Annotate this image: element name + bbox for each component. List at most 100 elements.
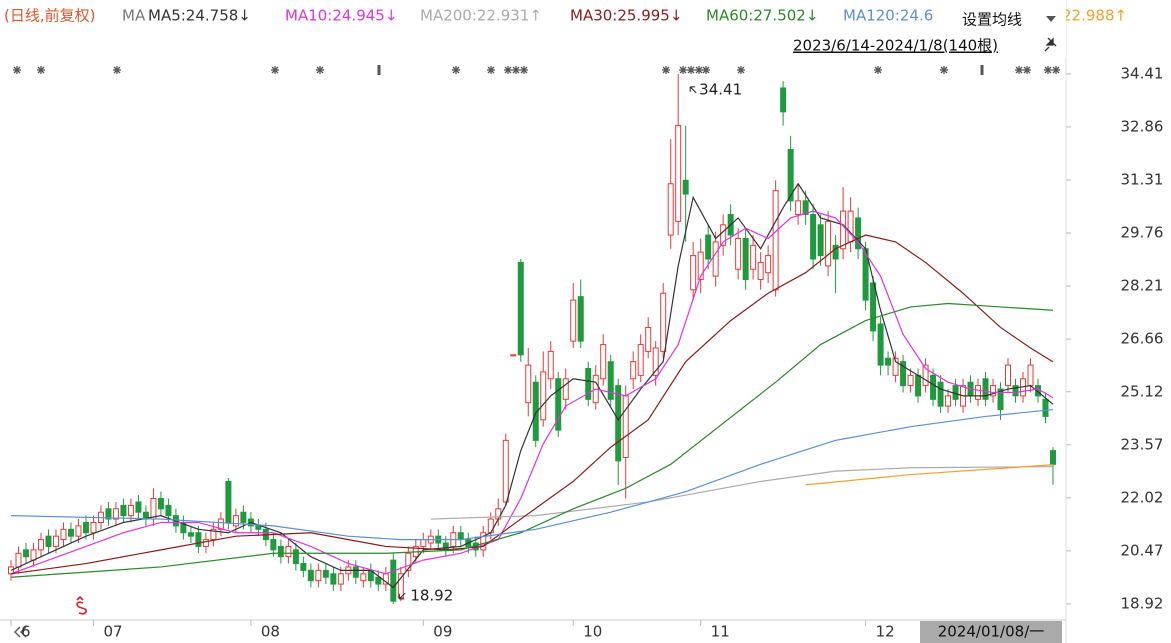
range-label[interactable]: 2023/6/14-2024/1/8(140根) [793, 37, 998, 55]
candle-body [570, 299, 577, 342]
legend-entry[interactable]: MA30:25.995↓ [570, 7, 682, 25]
settings-button[interactable]: 设置均线 [962, 11, 1022, 29]
event-marker[interactable] [1015, 66, 1023, 74]
candle-body [405, 552, 412, 571]
candle-body [795, 200, 802, 216]
event-marker[interactable] [113, 66, 121, 74]
marker-stroke [1052, 66, 1060, 74]
candle-body [187, 532, 194, 537]
x-tick-label: 6 [21, 623, 31, 641]
candle-body [697, 251, 704, 281]
event-marker[interactable] [504, 66, 512, 74]
x-tick-label: 11 [711, 623, 730, 641]
candle-body [75, 525, 82, 537]
candle-body [442, 542, 449, 551]
legend-entry[interactable]: MA60:27.502↓ [706, 7, 818, 25]
event-marker[interactable] [679, 66, 687, 74]
candle-body [210, 528, 217, 541]
event-marker[interactable] [940, 66, 948, 74]
candle-body [30, 549, 37, 561]
candle-body [60, 528, 67, 541]
candle-body [1027, 364, 1034, 387]
candle-body [877, 323, 884, 366]
legend-entry[interactable]: 22.988↑ [1062, 7, 1127, 25]
legend-entry[interactable]: MA120:24.6 [843, 7, 933, 25]
marker-stroke [13, 66, 21, 74]
event-marker[interactable] [702, 66, 710, 74]
y-tick-label: 31.31 [1121, 170, 1164, 188]
candle-body [615, 385, 622, 462]
event-marker[interactable] [980, 65, 984, 75]
event-marker[interactable] [687, 66, 695, 74]
marker-stroke [695, 66, 703, 74]
event-marker[interactable] [487, 66, 495, 74]
event-marker[interactable] [271, 66, 279, 74]
candle-body [52, 535, 59, 547]
event-marker[interactable] [737, 66, 745, 74]
candle-body [900, 361, 907, 387]
candle-body [202, 539, 209, 547]
y-tick-label: 18.92 [1121, 594, 1164, 612]
candle-body [217, 518, 224, 530]
y-tick-label: 34.41 [1121, 64, 1164, 82]
candle-body [930, 374, 937, 400]
legend-entry[interactable]: MA200:22.931↑ [420, 7, 542, 25]
candle-body [705, 234, 712, 260]
event-marker[interactable] [37, 66, 45, 74]
candle-body [757, 261, 764, 281]
marker-stroke [679, 66, 687, 74]
x-tick-label: 09 [433, 623, 452, 641]
marker-stroke [1044, 66, 1052, 74]
candle-body [45, 535, 52, 547]
candle-body [292, 549, 299, 565]
event-marker[interactable] [452, 66, 460, 74]
candle-body [832, 244, 839, 260]
cursor-label: 2024/01/08/一 [938, 623, 1045, 641]
candle-body [135, 501, 142, 513]
event-marker[interactable] [377, 65, 381, 75]
legend-entry[interactable]: MA5:24.758↓ [148, 7, 251, 25]
event-marker[interactable] [316, 66, 324, 74]
candle-body [232, 515, 239, 527]
event-marker[interactable] [13, 66, 21, 74]
event-marker[interactable] [520, 66, 528, 74]
range-box [790, 34, 1066, 58]
candle-body [127, 504, 134, 517]
scroll-left[interactable] [14, 626, 27, 638]
event-marker[interactable] [1044, 66, 1052, 74]
pin-icon[interactable] [1044, 37, 1057, 52]
candle-body [780, 87, 787, 113]
candle-body [855, 217, 862, 250]
candle-body [37, 539, 44, 551]
min-label: 18.92 [410, 586, 453, 604]
plot-area: 34.41 18.92 [7, 65, 1060, 604]
ma-line [10, 210, 1054, 575]
dropdown-icon[interactable] [1046, 16, 1056, 22]
event-marker[interactable] [1023, 66, 1031, 74]
max-label: 34.41 [699, 80, 742, 98]
candle-body [645, 326, 652, 352]
event-marker[interactable] [1052, 66, 1060, 74]
marker-stroke [512, 66, 520, 74]
candle-body [495, 508, 502, 520]
event-marker[interactable] [512, 66, 520, 74]
event-marker[interactable] [662, 66, 670, 74]
candle-body [562, 378, 569, 400]
max-arrow-head [689, 86, 696, 92]
event-marker[interactable] [874, 66, 882, 74]
candle-body [997, 388, 1004, 411]
candle-body [637, 344, 644, 376]
candle-body [420, 539, 427, 547]
candle-body [532, 381, 539, 441]
candle-body [742, 237, 749, 281]
candle-body [817, 224, 824, 257]
candle-body [525, 364, 532, 404]
x-tick-label: 12 [876, 623, 895, 641]
event-marker[interactable] [695, 66, 703, 74]
marker-stroke [687, 66, 695, 74]
event-icon[interactable] [76, 595, 87, 615]
legend-entry[interactable]: MA10:24.945↓ [285, 7, 397, 25]
candle-body [630, 361, 637, 380]
candle-body [922, 364, 929, 387]
